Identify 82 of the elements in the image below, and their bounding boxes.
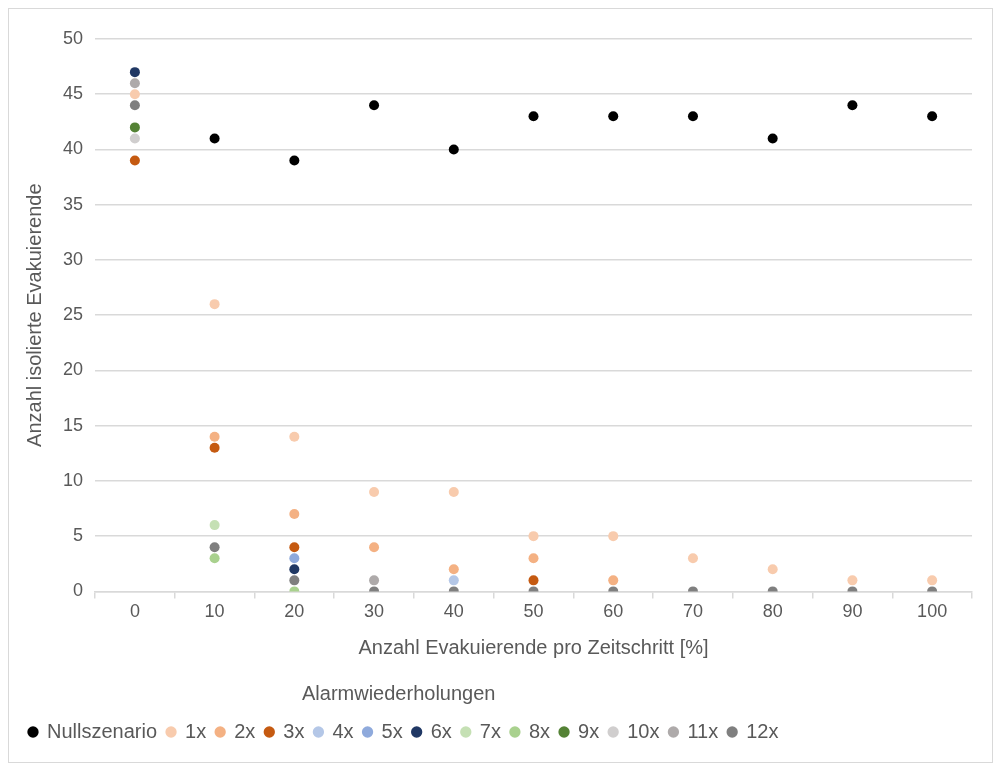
point: [129, 67, 140, 78]
y-tick-label: 50: [62, 27, 84, 48]
x-tick-label: 100: [917, 601, 948, 622]
point: [289, 509, 300, 520]
y-tick-label: 15: [62, 414, 84, 435]
point: [369, 100, 380, 111]
point: [608, 575, 619, 586]
point: [129, 100, 140, 111]
point: [528, 575, 539, 586]
x-tick-label: 80: [762, 601, 783, 622]
point: [289, 553, 300, 564]
point: [209, 553, 220, 564]
x-tick-label: 90: [842, 601, 863, 622]
point: [129, 133, 140, 144]
legend-label: 2x: [234, 719, 256, 742]
x-axis-title: Anzahl Evakuierende pro Zeitschritt [%]: [358, 635, 709, 658]
point: [687, 111, 698, 122]
point: [528, 111, 539, 122]
point: [209, 299, 220, 310]
legend-label: 8x: [528, 719, 551, 742]
y-tick-label: 40: [62, 138, 84, 159]
point: [129, 78, 140, 89]
legend-label: 7x: [479, 719, 501, 742]
point: [289, 542, 300, 553]
point: [129, 89, 140, 100]
x-tick-label: 0: [129, 601, 140, 622]
legend-label: 1x: [185, 719, 207, 742]
y-tick-label: 10: [62, 469, 84, 490]
legend-label: 9x: [578, 719, 600, 742]
x-tick-label: 40: [443, 601, 464, 622]
legend-label: 11x: [687, 719, 719, 742]
legend-title: Alarmwiederholungen: [301, 681, 496, 704]
point: [927, 575, 938, 586]
x-tick-label: 60: [603, 601, 624, 622]
point: [448, 486, 459, 497]
x-tick-label: 20: [284, 601, 305, 622]
y-tick-label: 35: [62, 193, 84, 214]
point: [369, 575, 380, 586]
point: [209, 542, 220, 553]
legend-label: 12x: [746, 719, 779, 742]
point: [209, 133, 220, 144]
point: [129, 122, 140, 133]
x-tick-label: 50: [523, 601, 544, 622]
point: [927, 111, 938, 122]
point: [289, 564, 300, 575]
legend-label: 4x: [332, 719, 354, 742]
point: [209, 431, 220, 442]
point: [767, 564, 778, 575]
point: [129, 155, 140, 166]
point: [528, 531, 539, 542]
legend-label: 5x: [381, 719, 403, 742]
y-tick-label: 20: [62, 359, 84, 380]
point: [847, 100, 858, 111]
point: [448, 564, 459, 575]
y-tick-label: 0: [73, 580, 84, 601]
point: [767, 133, 778, 144]
point: [687, 553, 698, 564]
y-tick-label: 5: [73, 525, 84, 546]
x-tick-label: 10: [204, 601, 225, 622]
point: [209, 520, 220, 531]
x-tick-label: 70: [682, 601, 703, 622]
y-tick-label: 30: [62, 248, 84, 269]
y-axis-title: Anzahl isolierte Evakuierende: [22, 183, 45, 447]
point: [608, 111, 619, 122]
legend-label: 10x: [627, 719, 660, 742]
point: [289, 155, 300, 166]
point: [289, 575, 300, 586]
legend-label: 6x: [430, 719, 452, 742]
y-tick-label: 25: [62, 304, 84, 325]
legend-label: Nullszenario: [47, 719, 158, 742]
x-tick-label: 30: [364, 601, 385, 622]
point: [369, 542, 380, 553]
point: [448, 575, 459, 586]
point: [528, 553, 539, 564]
y-tick-label: 45: [62, 83, 84, 104]
point: [448, 144, 459, 155]
point: [209, 442, 220, 453]
point: [608, 531, 619, 542]
legend-label: 3x: [283, 719, 305, 742]
point: [289, 431, 300, 442]
point: [369, 486, 380, 497]
point: [847, 575, 858, 586]
